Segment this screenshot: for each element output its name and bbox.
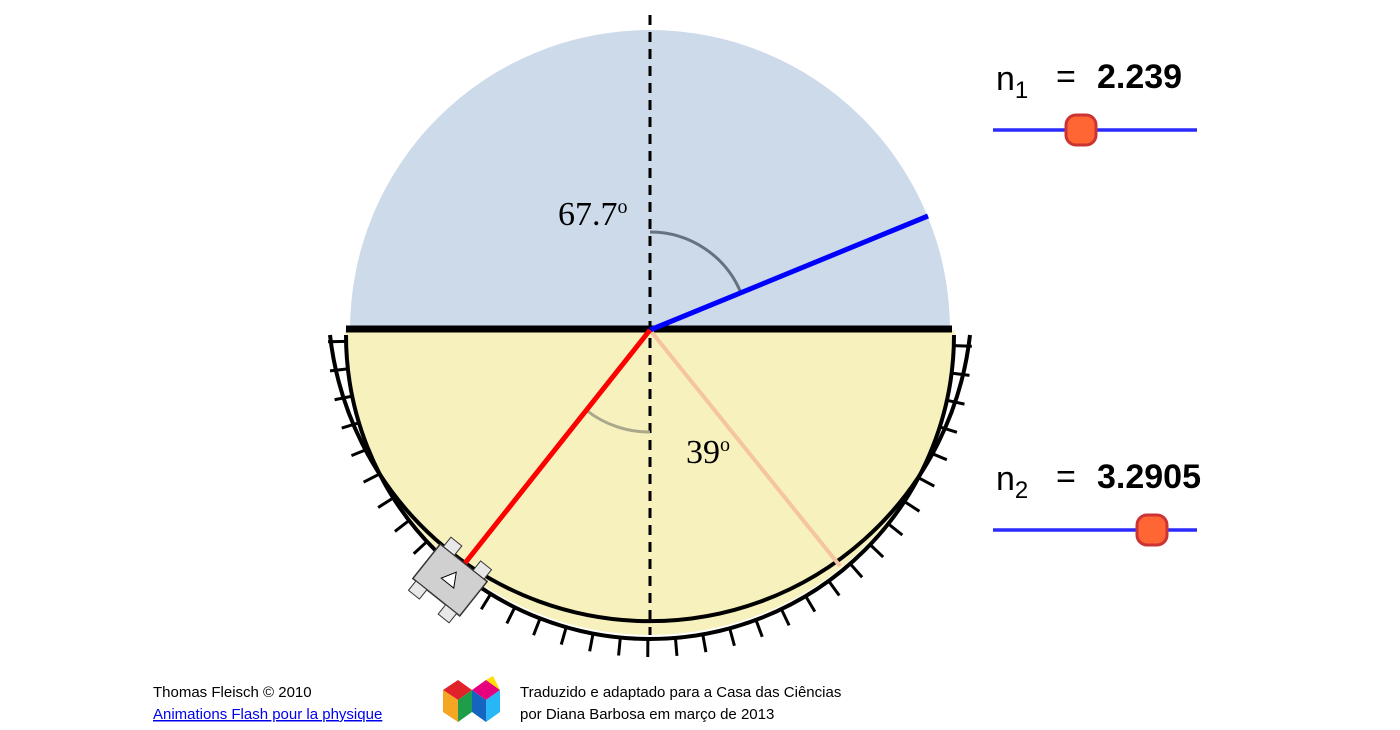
- index: 2: [1015, 477, 1028, 504]
- track-tie: [559, 626, 568, 645]
- equals: =: [1056, 458, 1076, 496]
- translation-line: por Diana Barbosa em março de 2013: [520, 706, 774, 723]
- track-tie: [754, 619, 764, 638]
- track-tie: [334, 394, 353, 402]
- track-tie: [953, 344, 972, 348]
- track-tie: [617, 637, 622, 656]
- refraction-angle-arc: [649, 230, 743, 294]
- angle-value: 39: [686, 434, 720, 471]
- track-tie: [887, 522, 904, 537]
- track-tie: [869, 543, 885, 559]
- track-tie: [849, 562, 864, 579]
- track-tie: [951, 371, 970, 377]
- track-tie: [804, 595, 817, 613]
- track: [328, 334, 972, 658]
- track-tie: [701, 634, 708, 653]
- track-tie: [946, 398, 965, 406]
- track-tie: [350, 447, 369, 458]
- link[interactable]: Animations Flash pour la physique: [153, 706, 382, 723]
- track-tie: [412, 540, 428, 555]
- track-tie: [903, 500, 921, 513]
- track-tie: [780, 608, 791, 627]
- incident-ray: [448, 328, 652, 584]
- slider-knob[interactable]: [1135, 513, 1169, 547]
- slider-knob[interactable]: [1064, 113, 1098, 147]
- slider-label: n2 = 3.2905: [996, 458, 1201, 504]
- angle-label: 67.7o: [558, 196, 628, 233]
- index: 1: [1015, 77, 1028, 104]
- symbol: n: [996, 60, 1015, 98]
- upper-medium: [350, 30, 950, 330]
- author: Thomas Fleisch © 2010: [153, 684, 312, 701]
- logo: [443, 676, 500, 722]
- reflected-ray: [648, 328, 842, 568]
- track-tie: [929, 451, 948, 462]
- track-tie: [377, 496, 395, 509]
- track-tie: [588, 633, 595, 652]
- track-tie: [341, 421, 360, 430]
- value: 2.239: [1097, 58, 1182, 96]
- track-tie: [728, 627, 736, 647]
- angle-unit: o: [618, 196, 628, 218]
- track-tie: [505, 606, 517, 625]
- track-tie: [479, 593, 492, 611]
- angle-unit: o: [720, 434, 730, 456]
- track-tie: [362, 472, 381, 484]
- symbol: n: [996, 460, 1015, 498]
- value: 3.2905: [1097, 458, 1201, 496]
- angle-label: 39o: [686, 434, 730, 471]
- track-tie: [532, 617, 542, 636]
- translation-line: Traduzido e adaptado para a Casa das Ciê…: [520, 684, 841, 701]
- equals: =: [1056, 58, 1076, 96]
- refracted-ray: [649, 213, 929, 333]
- angle-value: 67.7: [558, 196, 618, 233]
- track-tie: [329, 367, 349, 373]
- track-tie: [939, 425, 958, 434]
- track-inner: [344, 334, 956, 641]
- slider-label: n1 = 2.239: [996, 58, 1182, 104]
- track-tie: [917, 476, 936, 488]
- incidence-angle-arc: [585, 408, 651, 434]
- track-tie: [827, 580, 841, 597]
- track-tie: [393, 519, 411, 533]
- track-tie: [673, 637, 679, 656]
- laser-source[interactable]: [405, 535, 494, 626]
